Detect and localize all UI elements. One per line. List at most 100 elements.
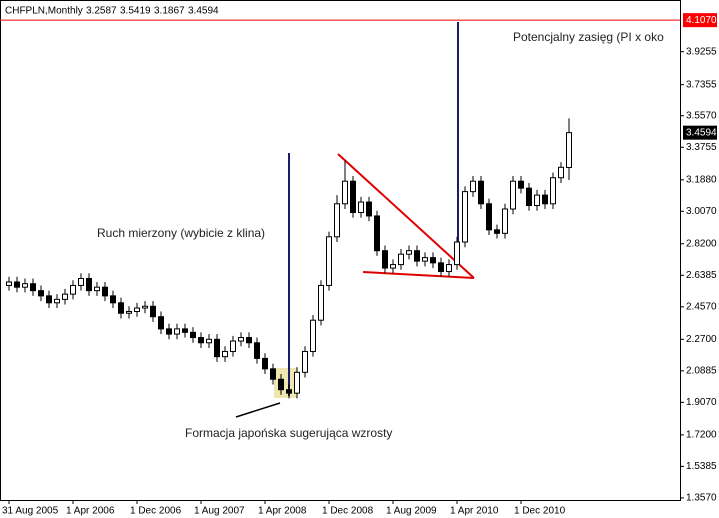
candle-body [246,337,252,344]
candle-body [534,194,540,207]
plot-frame [0,0,681,501]
candle-body [518,180,524,189]
candle-body [446,264,452,273]
candle-body [470,180,476,193]
candle-body [486,203,492,231]
candle-body [190,331,196,339]
candle-body [366,201,372,217]
candle-body [94,286,100,292]
pattern-highlight [274,368,297,398]
candle-body [558,166,564,179]
candle-body [142,305,148,309]
candle-body [38,290,44,297]
wedge-line [337,153,475,279]
x-tick-label: 31 Aug 2005 [2,506,59,517]
candle-body [174,328,180,335]
header-high: 3.5419 [120,6,151,17]
candle-body [318,284,324,321]
candle-body [406,250,412,255]
candle-body [302,350,308,373]
candle-body [262,357,268,370]
candle-body [118,302,124,314]
candle-body [542,194,548,205]
x-tick-label: 1 Dec 2010 [514,506,566,517]
candle-body [414,250,420,262]
candle-body [30,283,36,292]
y-tick-label: 3.5570 [686,110,717,121]
candle-body [382,250,388,269]
price-label: 3.4594 [686,127,717,138]
candle-body [46,295,52,304]
y-tick-label: 2.0885 [686,365,717,376]
candle-body [334,203,340,238]
y-tick-label: 3.7355 [686,79,717,90]
candle-body [78,277,84,286]
candle-body [182,328,188,333]
y-tick-label: 3.3755 [686,142,717,153]
candle-body [462,191,468,243]
y-tick-label: 1.5385 [686,461,717,472]
candle-body [350,180,356,213]
candle-body [310,319,316,352]
header-low: 3.1867 [154,6,185,17]
y-tick-label: 2.6385 [686,270,717,281]
candle-body [102,286,108,297]
candle-body [150,305,156,318]
candle-body [158,316,164,330]
level-label-box [683,13,717,28]
candle-body [430,257,436,264]
header-close: 3.4594 [188,6,219,17]
candle-body [294,371,300,394]
level-label: 4.1070 [686,15,717,26]
candle-body [454,241,460,266]
candle-body [494,229,500,234]
candle-body [342,180,348,205]
y-tick-label: 1.7200 [686,429,717,440]
annotation: Ruch mierzony (wybicie z klina) [97,226,265,240]
candle-body [550,177,556,205]
y-tick-label: 3.9255 [686,46,717,57]
candle-body [526,187,532,207]
candle-body [62,293,68,300]
x-tick-label: 1 Apr 2008 [258,506,307,517]
y-tick-label: 1.3570 [686,493,717,504]
candle-body [270,368,276,380]
candle-body [286,389,292,394]
candle-body [566,132,572,169]
candles [6,118,572,399]
annotation: Formacja japońska sugerująca wzrosty [185,426,392,440]
candle-body [326,236,332,286]
y-tick-label: 2.4570 [686,301,717,312]
candle-body [254,342,260,359]
candle-body [438,262,444,273]
candle-body [110,295,116,304]
candle-body [206,338,212,344]
x-tick-label: 1 Dec 2006 [130,506,182,517]
candle-body [230,340,236,352]
candle-body [14,281,20,288]
y-tick-label: 2.2700 [686,334,717,345]
x-tick-label: 1 Aug 2007 [194,506,245,517]
x-tick-label: 1 Apr 2010 [450,506,499,517]
candle-body [222,350,228,358]
y-tick-label: 2.8200 [686,238,717,249]
candle-body [70,284,76,295]
candle-body [398,253,404,266]
candle-body [166,328,172,335]
candle-body [422,257,428,262]
candle-body [198,337,204,344]
candle-body [54,298,60,304]
candle-body [22,283,28,288]
candle-body [478,180,484,205]
candle-body [510,180,516,210]
candle-body [502,208,508,234]
x-tick-label: 1 Dec 2008 [322,506,374,517]
chart-title: CHFPLN,Monthly [5,6,83,17]
candle-body [238,337,244,342]
candle-body [214,338,220,358]
candle-body [134,307,140,313]
y-tick-label: 3.1880 [686,174,717,185]
candle-body [358,201,364,213]
